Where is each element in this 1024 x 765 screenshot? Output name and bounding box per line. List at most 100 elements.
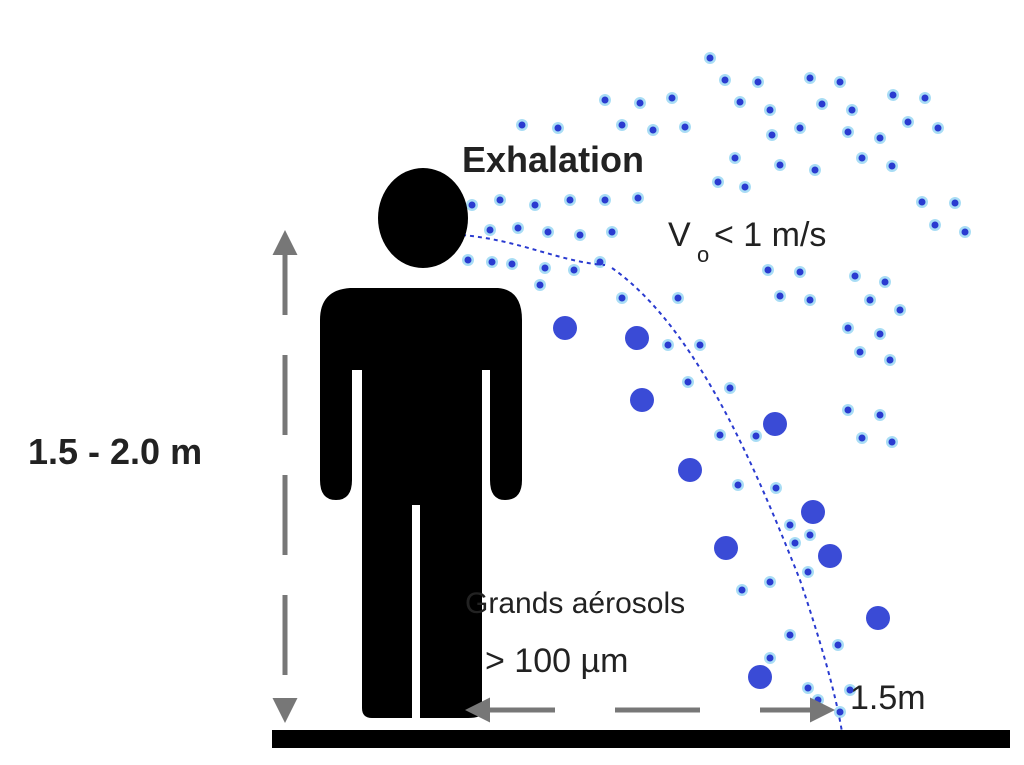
small-aerosol	[601, 96, 609, 104]
velocity-subscript: o	[697, 242, 709, 267]
particles-label: Grands aérosols	[465, 587, 685, 620]
small-aerosol	[734, 481, 742, 489]
small-aerosol	[766, 654, 774, 662]
small-aerosol	[806, 296, 814, 304]
aerosol-dots	[462, 52, 971, 718]
small-aerosol	[486, 226, 494, 234]
small-aerosol	[818, 100, 826, 108]
small-aerosol	[776, 161, 784, 169]
small-aerosol	[961, 228, 969, 236]
small-aerosol	[921, 94, 929, 102]
small-aerosol	[791, 539, 799, 547]
small-aerosol	[806, 74, 814, 82]
small-aerosol	[576, 231, 584, 239]
person	[320, 168, 522, 718]
velocity-symbol: V	[668, 216, 691, 254]
small-aerosol	[714, 178, 722, 186]
small-aerosol	[876, 330, 884, 338]
small-aerosol	[881, 278, 889, 286]
small-aerosol	[796, 268, 804, 276]
small-aerosol	[888, 438, 896, 446]
large-aerosol	[553, 316, 577, 340]
small-aerosol	[570, 266, 578, 274]
small-aerosol	[514, 224, 522, 232]
small-aerosol	[858, 434, 866, 442]
small-aerosol	[876, 411, 884, 419]
small-aerosol	[668, 94, 676, 102]
small-aerosol	[741, 183, 749, 191]
small-aerosol	[768, 131, 776, 139]
small-aerosol	[696, 341, 704, 349]
small-aerosol	[796, 124, 804, 132]
height-label: 1.5 - 2.0 m	[28, 431, 202, 472]
small-aerosol	[721, 76, 729, 84]
small-aerosol	[776, 292, 784, 300]
small-aerosol	[554, 124, 562, 132]
small-aerosol	[786, 521, 794, 529]
small-aerosol	[931, 221, 939, 229]
velocity-value: < 1 m/s	[714, 216, 826, 254]
small-aerosol	[608, 228, 616, 236]
ground	[272, 730, 1010, 748]
small-aerosol	[934, 124, 942, 132]
small-aerosol	[636, 99, 644, 107]
small-aerosol	[904, 118, 912, 126]
small-aerosol	[951, 199, 959, 207]
large-aerosol	[630, 388, 654, 412]
small-aerosol	[726, 384, 734, 392]
small-aerosol	[752, 432, 760, 440]
large-aerosol	[866, 606, 890, 630]
small-aerosol	[804, 568, 812, 576]
small-aerosol	[836, 78, 844, 86]
small-aerosol	[488, 258, 496, 266]
large-aerosol	[714, 536, 738, 560]
small-aerosol	[876, 134, 884, 142]
small-aerosol	[772, 484, 780, 492]
small-aerosol	[618, 121, 626, 129]
small-aerosol	[544, 228, 552, 236]
small-aerosol	[464, 256, 472, 264]
small-aerosol	[566, 196, 574, 204]
trajectory	[461, 234, 843, 733]
exhalation-label: Exhalation	[462, 139, 644, 180]
large-aerosol	[625, 326, 649, 350]
small-aerosol	[531, 201, 539, 209]
small-aerosol	[618, 294, 626, 302]
small-aerosol	[851, 272, 859, 280]
small-aerosol	[889, 91, 897, 99]
small-aerosol	[684, 378, 692, 386]
small-aerosol	[834, 641, 842, 649]
small-aerosol	[918, 198, 926, 206]
small-aerosol	[468, 201, 476, 209]
small-aerosol	[649, 126, 657, 134]
large-aerosol	[818, 544, 842, 568]
small-aerosol	[858, 154, 866, 162]
small-aerosol	[706, 54, 714, 62]
large-aerosol	[801, 500, 825, 524]
small-aerosol	[518, 121, 526, 129]
small-aerosol	[716, 431, 724, 439]
small-aerosol	[731, 154, 739, 162]
small-aerosol	[738, 586, 746, 594]
small-aerosol	[804, 684, 812, 692]
small-aerosol	[508, 260, 516, 268]
small-aerosol	[814, 696, 822, 704]
small-aerosol	[844, 324, 852, 332]
distance-label: 1.5m	[850, 679, 926, 717]
large-aerosol	[763, 412, 787, 436]
small-aerosol	[888, 162, 896, 170]
small-aerosol	[754, 78, 762, 86]
small-aerosol	[496, 196, 504, 204]
small-aerosol	[674, 294, 682, 302]
large-aerosol	[678, 458, 702, 482]
small-aerosol	[786, 631, 794, 639]
small-aerosol	[856, 348, 864, 356]
small-aerosol	[766, 578, 774, 586]
small-aerosol	[664, 341, 672, 349]
small-aerosol	[866, 296, 874, 304]
particle-size-label: > 100 µm	[485, 642, 628, 680]
small-aerosol	[886, 356, 894, 364]
small-aerosol	[536, 281, 544, 289]
